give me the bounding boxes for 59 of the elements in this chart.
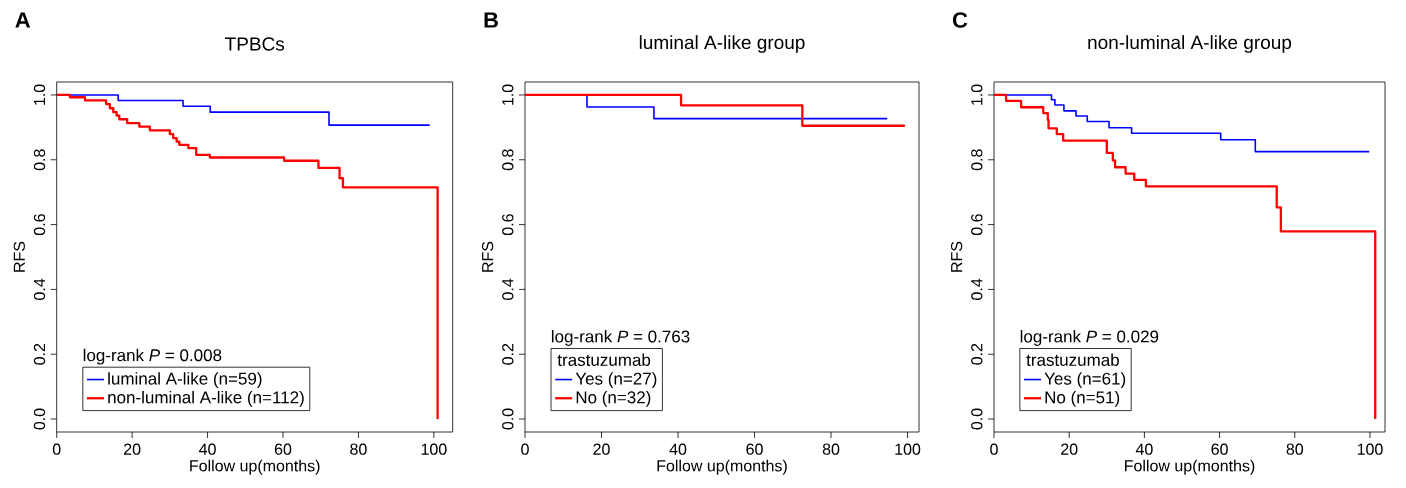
chart-title: TPBCs <box>225 37 285 51</box>
y-tick-label: 1.0 <box>33 84 46 105</box>
y-axis-title: RFS <box>13 241 25 272</box>
text: B <box>484 12 498 28</box>
y-tick-label: 0.4 <box>502 278 514 300</box>
annotation: log-rank P = 0.763 <box>551 330 690 346</box>
legend-label: Yes (n=27) <box>575 372 657 389</box>
x-axis-title: Follow up(months) <box>1125 459 1255 475</box>
x-tick-label: 100 <box>1357 443 1383 455</box>
y-tick-label: 1.0 <box>502 84 514 105</box>
x-tick-label: 40 <box>669 443 687 455</box>
legend-label: non-luminal A-like (n=112) <box>108 390 304 407</box>
x-tick-label: 20 <box>593 443 610 455</box>
x-tick-label: 0 <box>990 443 998 455</box>
y-tick-label: 0.2 <box>502 343 514 365</box>
y-tick-label: 0.6 <box>502 214 514 236</box>
x-tick-label: 0 <box>521 443 529 455</box>
text: C <box>952 12 968 28</box>
x-tick-label: 0 <box>52 443 61 455</box>
y-axis-title: RFS <box>950 241 963 272</box>
y-tick-label: 0.0 <box>502 408 514 430</box>
x-tick-label: 20 <box>124 443 141 455</box>
annotation: log-rank P = 0.008 <box>83 348 222 365</box>
annotation: log-rank P = 0.029 <box>1020 330 1159 346</box>
y-tick-label: 0.2 <box>971 343 983 365</box>
y-tick-label: 0.8 <box>33 149 46 171</box>
y-tick-label: 0.8 <box>971 149 983 171</box>
legend-label: luminal A-like (n=59) <box>108 372 262 389</box>
chart-title: non-luminal A-like group <box>1088 35 1292 53</box>
x-tick-label: 100 <box>421 443 447 455</box>
legend-label: No (n=32) <box>576 390 651 407</box>
legend-label: Yes (n=61) <box>1044 372 1126 389</box>
y-tick-label: 0.0 <box>33 408 46 430</box>
x-tick-label: 80 <box>1286 443 1304 455</box>
y-tick-label: 0.6 <box>33 214 46 236</box>
x-axis-title: Follow up(months) <box>190 459 320 475</box>
y-tick-label: 0.8 <box>502 149 514 171</box>
text: A <box>15 12 31 28</box>
x-tick-label: 60 <box>1211 443 1228 455</box>
legend-label: No (n=51) <box>1045 390 1120 407</box>
legend-title: trastuzumab <box>1026 353 1119 366</box>
y-axis-title: RFS <box>481 241 494 272</box>
y-tick-label: 0.6 <box>971 214 983 236</box>
y-tick-label: 0.2 <box>33 343 46 365</box>
y-tick-label: 0.0 <box>971 408 983 430</box>
x-axis-title: Follow up(months) <box>657 459 787 475</box>
y-tick-label: 1.0 <box>971 84 983 105</box>
x-tick-label: 80 <box>350 443 367 455</box>
x-tick-label: 100 <box>895 443 921 455</box>
x-tick-label: 40 <box>1135 443 1153 455</box>
x-tick-label: 60 <box>274 443 292 455</box>
legend-title: trastuzumab <box>557 353 651 366</box>
x-tick-label: 20 <box>1061 443 1078 455</box>
x-tick-label: 80 <box>822 443 840 455</box>
x-tick-label: 40 <box>199 443 216 455</box>
x-tick-label: 60 <box>746 443 763 455</box>
chart-title: luminal A-like group <box>639 35 805 53</box>
y-tick-label: 0.4 <box>971 278 983 300</box>
y-tick-label: 0.4 <box>33 278 46 300</box>
